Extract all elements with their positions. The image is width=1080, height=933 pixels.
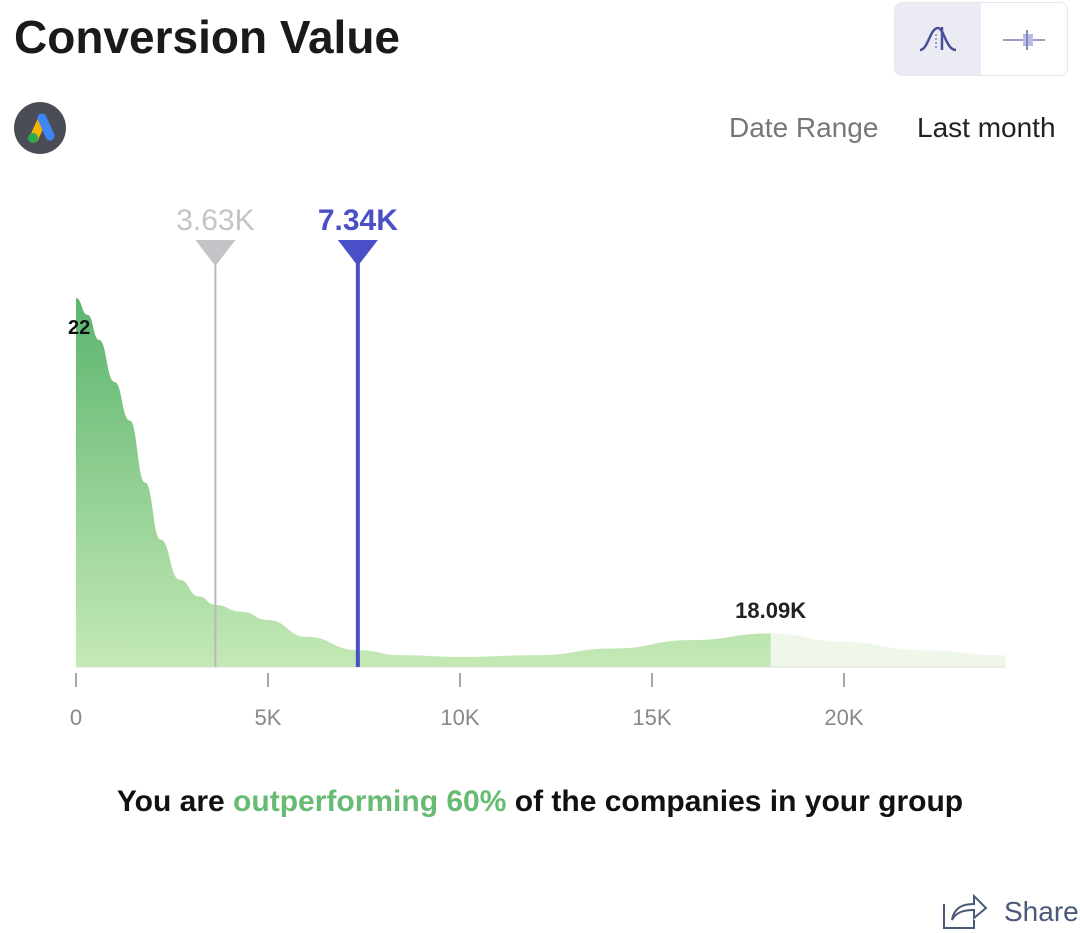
distribution-view-button[interactable] [895,3,981,75]
x-tick-label: 15K [632,705,671,730]
google-ads-icon [28,113,55,143]
message-highlight: outperforming 60% [233,785,507,818]
peak-label: 22 [68,317,90,339]
distribution-area [76,298,771,667]
message-suffix: of the companies in your group [506,785,964,818]
share-label: Share [1004,896,1079,927]
distribution-chart: 0 5K 10K 15K 20K 3.63K 7.34K 22 18.09K [68,204,1006,730]
distribution-icon [919,26,957,52]
group-marker-arrow-icon [195,240,236,266]
message-prefix: You are [116,785,234,818]
share-button[interactable]: Share [940,892,1079,932]
performance-message: You are outperforming 60% of the compani… [0,785,1080,819]
date-range-select[interactable]: Last month [917,112,1056,143]
boxplot-view-button[interactable] [981,3,1067,75]
highlight-end-label: 18.09K [735,598,806,623]
x-tick-label: 5K [255,705,282,730]
page-title: Conversion Value [14,11,401,63]
group-marker-label: 3.63K [176,204,254,237]
view-toggle [894,2,1068,76]
date-range-label: Date Range [729,112,879,143]
x-tick-label: 0 [70,705,82,730]
share-icon [943,893,988,929]
distribution-tail-area [770,633,1006,667]
x-tick-label: 10K [440,705,479,730]
x-tick-label: 20K [824,705,863,730]
you-marker-arrow-icon [337,240,378,266]
boxplot-icon [1003,30,1045,50]
google-ads-logo [14,102,66,154]
you-marker-label: 7.34K [318,204,398,237]
